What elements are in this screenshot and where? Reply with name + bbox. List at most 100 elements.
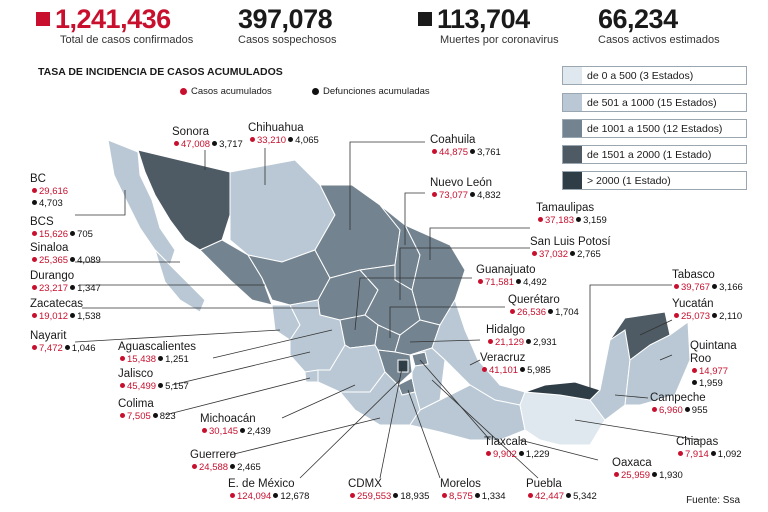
stat-suspected: 397,078 Casos sospechosos xyxy=(238,4,336,47)
cases-dot-icon xyxy=(432,192,437,198)
state-label-sonora: Sonora 47,008 3,717 xyxy=(172,126,243,151)
state-deaths: 705 xyxy=(77,229,93,240)
legend-deaths-label: Defunciones acumuladas xyxy=(323,86,430,97)
deaths-dot-icon xyxy=(570,251,576,257)
state-cases: 24,588 xyxy=(199,462,229,473)
state-label-jalisco: Jalisco 45,499 5,157 xyxy=(118,368,189,393)
cases-dot-icon xyxy=(678,451,683,457)
state-label-morelos: Morelos 8,575 1,334 xyxy=(440,478,506,503)
state-deaths: 3,761 xyxy=(477,147,501,158)
state-deaths: 2,110 xyxy=(719,311,743,322)
red-dot-icon xyxy=(180,88,187,95)
state-label-bc: BC 29,616 4,703 xyxy=(30,173,68,210)
state-cases: 42,447 xyxy=(535,491,565,502)
state-deaths: 5,985 xyxy=(527,365,551,376)
scale-item: > 2000 (1 Estado) xyxy=(562,171,747,190)
state-name: Chiapas xyxy=(676,436,719,448)
state-label-oaxaca: Oaxaca 25,959 1,930 xyxy=(612,457,683,482)
state-cases: 14,977 xyxy=(699,366,729,377)
state-label-durango: Durango 23,217 1,347 xyxy=(30,270,101,295)
deaths-dot-icon xyxy=(548,309,554,315)
state-quintana-roo xyxy=(624,321,691,406)
state-label-slp: San Luis Potosí 37,032 2,765 xyxy=(530,236,611,261)
state-name: Tabasco xyxy=(672,269,715,281)
cases-dot-icon xyxy=(482,367,487,373)
deaths-dot-icon xyxy=(158,383,164,389)
deaths-dot-icon xyxy=(152,413,158,419)
state-label-guerrero: Guerrero 24,588 2,465 xyxy=(190,449,261,474)
deaths-dot-icon xyxy=(32,200,37,206)
stat-total-confirmed: 1,241,436 Total de casos confirmados xyxy=(36,4,193,47)
cases-dot-icon xyxy=(32,313,37,319)
cases-dot-icon xyxy=(442,493,447,499)
state-cases: 37,032 xyxy=(539,249,569,260)
scale-swatch xyxy=(563,172,582,189)
deaths-dot-icon xyxy=(64,345,70,351)
state-cases: 25,073 xyxy=(681,311,711,322)
cases-dot-icon xyxy=(652,407,657,413)
state-deaths: 4,492 xyxy=(523,277,547,288)
state-label-hidalgo: Hidalgo 21,129 2,931 xyxy=(486,324,557,349)
leader-line xyxy=(407,389,441,479)
state-colima xyxy=(304,369,319,383)
state-cases: 23,217 xyxy=(39,283,69,294)
cases-dot-icon xyxy=(432,149,437,155)
deaths-dot-icon xyxy=(70,231,76,237)
legend-deaths: Defunciones acumuladas xyxy=(312,86,430,97)
leader-line xyxy=(574,419,701,441)
black-dot-icon xyxy=(312,88,319,95)
cases-dot-icon xyxy=(350,493,355,499)
cases-dot-icon xyxy=(120,383,125,389)
cases-dot-icon xyxy=(120,413,125,419)
state-label-edomex: E. de México 124,094 12,678 xyxy=(228,478,309,503)
state-deaths: 1,046 xyxy=(71,343,96,354)
state-label-puebla: Puebla 42,447 5,342 xyxy=(526,478,597,503)
stat-deaths: 113,704 Muertes por coronavirus xyxy=(418,4,559,47)
state-deaths: 1,251 xyxy=(165,354,189,365)
state-deaths: 4,089 xyxy=(77,255,101,266)
state-bc xyxy=(107,139,176,266)
state-name: Nayarit xyxy=(30,330,67,342)
stat-label: Casos activos estimados xyxy=(598,34,720,46)
cases-dot-icon xyxy=(674,284,679,290)
leader-line xyxy=(349,141,425,230)
state-name: Michoacán xyxy=(200,413,256,425)
cases-dot-icon xyxy=(32,188,37,194)
state-deaths: 1,538 xyxy=(77,311,101,322)
cases-dot-icon xyxy=(192,464,197,470)
deaths-dot-icon xyxy=(70,285,76,291)
deaths-dot-icon xyxy=(526,339,532,345)
state-name: Guanajuato xyxy=(476,264,536,276)
state-cases: 33,210 xyxy=(257,135,287,146)
state-deaths: 12,678 xyxy=(280,491,310,502)
leader-lines xyxy=(74,141,701,479)
leader-line xyxy=(659,354,673,361)
state-deaths: 823 xyxy=(159,411,176,422)
deaths-dot-icon xyxy=(470,192,476,198)
state-label-quintana-roo: Quintana Roo 14,977 1,959 xyxy=(690,340,754,390)
cases-dot-icon xyxy=(532,251,537,257)
state-label-bcs: BCS 15,626 705 xyxy=(30,216,93,241)
stat-label: Total de casos confirmados xyxy=(60,34,194,46)
leader-line xyxy=(399,247,530,300)
state-name: Yucatán xyxy=(672,298,714,310)
state-label-yucatan: Yucatán 25,073 2,110 xyxy=(672,298,742,323)
deaths-dot-icon xyxy=(470,149,476,155)
scale-label: > 2000 (1 Estado) xyxy=(587,175,671,187)
scale-item: de 1501 a 2000 (1 Estado) xyxy=(562,145,747,164)
state-deaths: 1,229 xyxy=(525,449,550,460)
scale-label: de 1501 a 2000 (1 Estado) xyxy=(587,149,712,161)
state-cases: 30,145 xyxy=(209,426,239,437)
stat-value: 66,234 xyxy=(598,4,678,34)
stat-active: 66,234 Casos activos estimados xyxy=(598,4,720,47)
state-coahuila xyxy=(314,184,401,279)
state-cases: 7,505 xyxy=(127,411,151,422)
state-cases: 44,875 xyxy=(439,147,469,158)
state-label-coahuila: Coahuila 44,875 3,761 xyxy=(430,134,501,159)
state-name: Tamaulipas xyxy=(536,202,595,214)
state-deaths: 4,832 xyxy=(477,190,501,201)
state-deaths: 3,717 xyxy=(219,139,243,150)
legend-cases-label: Casos acumulados xyxy=(191,86,272,97)
state-label-campeche: Campeche 6,960 955 xyxy=(650,392,708,417)
scale-swatch xyxy=(563,94,582,111)
